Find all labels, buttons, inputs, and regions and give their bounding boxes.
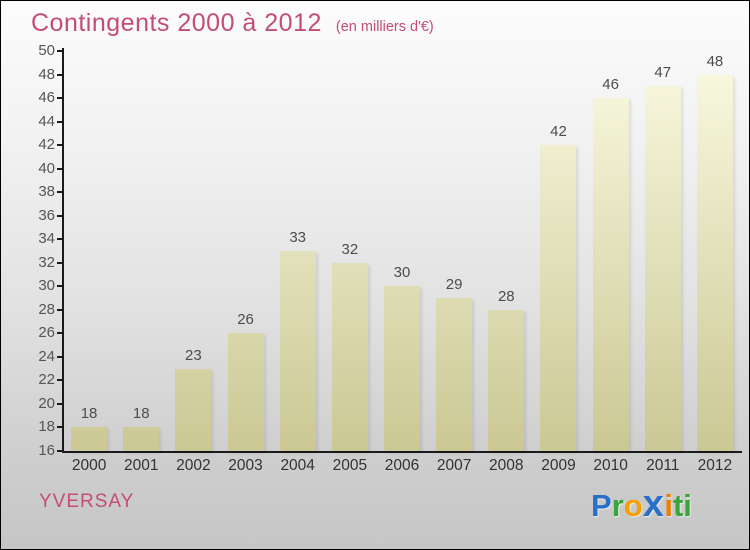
y-axis-tick-label: 26: [38, 324, 55, 342]
y-axis-tick-label: 30: [38, 277, 55, 295]
y-axis-tick-label: 46: [38, 89, 55, 107]
y-axis-tick: [57, 261, 63, 264]
chart-header: Contingents 2000 à 2012 (en milliers d'€): [31, 9, 434, 38]
x-axis-label: 2000: [71, 457, 107, 474]
logo-letter: t: [672, 488, 684, 523]
y-axis-tick-label: 18: [38, 418, 55, 436]
y-axis-tick-label: 48: [38, 65, 55, 83]
logo-letter: r: [611, 488, 624, 523]
y-axis-tick-label: 44: [38, 112, 55, 130]
bar-value-label: 26: [237, 311, 254, 329]
y-axis-tick-label: 20: [38, 394, 55, 412]
y-axis: [62, 48, 64, 453]
x-axis-label: 2001: [123, 457, 159, 474]
x-axis-label: 2008: [489, 457, 524, 474]
bar-value-label: 28: [497, 287, 515, 305]
x-axis-label: 2011: [646, 457, 680, 474]
bar-2001: [123, 427, 160, 451]
x-axis-label: 2007: [436, 457, 472, 474]
x-axis-label: 2002: [176, 457, 211, 474]
y-axis-tick: [57, 402, 63, 405]
bar-value-label: 46: [602, 76, 619, 94]
bar-2007: [436, 298, 473, 451]
y-axis-tick-label: 16: [38, 442, 55, 459]
y-axis-tick-label: 38: [38, 183, 55, 201]
bar-2011: [644, 86, 681, 451]
bar-2008: [488, 309, 525, 451]
bar-2002: [175, 368, 212, 451]
y-axis-tick-label: 42: [38, 136, 55, 154]
y-axis-tick: [57, 450, 63, 452]
y-axis-tick: [57, 308, 63, 311]
y-axis-tick: [57, 120, 63, 123]
bar-value-label: 23: [185, 346, 202, 364]
y-axis-tick: [57, 167, 63, 170]
x-axis-label: 2003: [228, 457, 263, 474]
y-axis-tick: [57, 191, 63, 194]
y-axis-tick-label: 40: [38, 159, 55, 177]
y-axis-tick-label: 22: [38, 371, 55, 389]
bar-2010: [592, 98, 629, 451]
x-axis-label: 2009: [541, 457, 576, 474]
proxiti-logo[interactable]: Proxiti: [591, 484, 692, 526]
y-axis-tick-label: 32: [38, 253, 55, 271]
y-axis-tick: [57, 238, 63, 241]
chart-subtitle: (en milliers d'€): [335, 19, 434, 35]
logo-letter: i: [683, 488, 692, 523]
y-axis-tick: [57, 379, 63, 382]
logo-letter: o: [623, 488, 643, 523]
bar-value-label: 32: [341, 240, 359, 258]
y-axis-tick-label: 34: [38, 230, 55, 248]
chart-title: Contingents 2000 à 2012: [31, 9, 322, 37]
bar-2006: [384, 286, 420, 451]
bar-value-label: 48: [706, 52, 724, 70]
bar-2009: [540, 145, 577, 451]
logo-letter: x: [642, 483, 665, 525]
bar-value-label: 18: [80, 405, 98, 423]
x-axis-label: 2010: [593, 457, 628, 474]
bar-value-label: 18: [132, 405, 150, 423]
bar-2003: [227, 333, 264, 451]
y-axis-tick: [57, 285, 63, 288]
bar-2005: [331, 262, 368, 451]
y-axis-tick: [57, 426, 63, 429]
x-axis-label: 2006: [384, 457, 420, 474]
bar-2012: [696, 74, 733, 451]
y-axis-tick-label: 50: [38, 42, 55, 59]
bar-value-label: 42: [550, 123, 567, 141]
location-label: YVERSAY: [39, 491, 135, 512]
y-axis-tick: [57, 73, 63, 76]
y-axis-tick-label: 28: [38, 300, 55, 318]
x-axis: [62, 451, 742, 453]
bar-2000: [71, 427, 108, 451]
bar-value-label: 47: [654, 64, 672, 82]
y-axis-tick: [57, 50, 63, 52]
x-axis-label: 2005: [332, 457, 368, 474]
bar-value-label: 30: [393, 264, 411, 282]
y-axis-tick: [57, 355, 63, 358]
y-axis-tick: [57, 144, 63, 147]
y-axis-tick-label: 36: [38, 206, 55, 224]
y-axis-tick-label: 24: [38, 347, 55, 365]
logo-letter: P: [591, 488, 612, 523]
y-axis-tick: [57, 97, 63, 100]
y-axis-tick: [57, 214, 63, 217]
bar-value-label: 29: [445, 276, 463, 294]
x-axis-label: 2012: [697, 457, 733, 474]
bar-2004: [279, 251, 316, 451]
x-axis-label: 2004: [280, 457, 315, 474]
y-axis-tick: [57, 332, 63, 335]
bar-value-label: 33: [289, 229, 307, 246]
logo-letter: i: [664, 488, 673, 523]
